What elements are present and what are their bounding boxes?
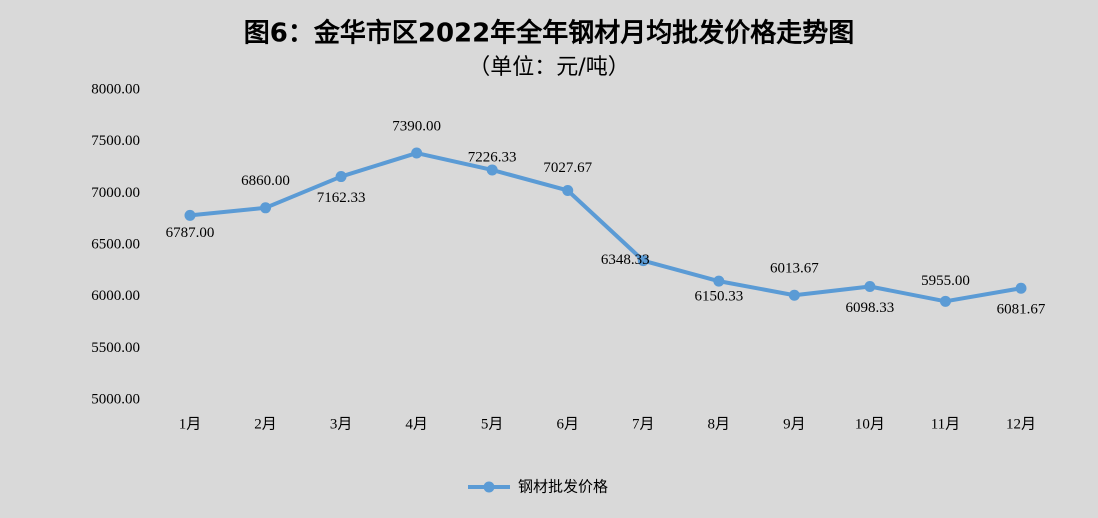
- x-tick-label: 5月: [481, 416, 504, 432]
- point: [335, 171, 347, 183]
- data-label: 6081.67: [997, 302, 1046, 318]
- point: [1015, 282, 1027, 294]
- x-tick-label: 6月: [556, 416, 579, 432]
- y-tick-label: 5000.00: [91, 391, 140, 407]
- point: [184, 209, 196, 221]
- x-tick-label: 12月: [1006, 416, 1036, 432]
- chart-subtitle: （单位：元/吨）: [468, 55, 629, 80]
- y-tick-label: 6000.00: [91, 288, 140, 304]
- chart-title: 图6：金华市区2022年全年钢材月均批发价格走势图: [244, 18, 854, 49]
- x-tick-label: 11月: [931, 416, 960, 432]
- data-label: 5955.00: [921, 273, 970, 289]
- data-label: 6860.00: [241, 173, 290, 189]
- data-label: 7390.00: [392, 118, 441, 134]
- point: [788, 289, 800, 301]
- data-label: 7162.33: [317, 190, 366, 206]
- point: [939, 295, 951, 307]
- data-label: 6150.33: [694, 289, 743, 305]
- legend-label: 钢材批发价格: [518, 478, 608, 496]
- y-tick-label: 6500.00: [91, 236, 140, 252]
- data-label: 7226.33: [468, 149, 517, 165]
- point: [864, 281, 876, 293]
- legend-marker: [483, 481, 495, 493]
- data-label: 6348.33: [601, 252, 650, 268]
- x-tick-label: 9月: [783, 416, 806, 432]
- line: [189, 151, 1022, 304]
- data-label: 6787.00: [166, 225, 215, 241]
- x-tick-label: 10月: [855, 416, 885, 432]
- point: [562, 184, 574, 196]
- x-tick-label: 4月: [405, 416, 428, 432]
- point: [637, 255, 649, 267]
- x-tick-label: 8月: [708, 416, 731, 432]
- point: [713, 275, 725, 287]
- x-tick-label: 7月: [632, 416, 655, 432]
- y-tick-label: 5500.00: [91, 340, 140, 356]
- point: [411, 147, 423, 159]
- point: [486, 164, 498, 176]
- x-tick-label: 1月: [179, 416, 202, 432]
- point: [260, 202, 272, 214]
- x-tick-label: 3月: [330, 416, 353, 432]
- x-tick-label: 2月: [254, 416, 277, 432]
- data-label: 7027.67: [543, 160, 592, 176]
- y-tick-label: 7500.00: [91, 133, 140, 149]
- y-tick-label: 8000.00: [91, 81, 140, 97]
- data-label: 6013.67: [770, 261, 819, 277]
- y-tick-label: 7000.00: [91, 185, 140, 201]
- data-label: 6098.33: [846, 300, 895, 316]
